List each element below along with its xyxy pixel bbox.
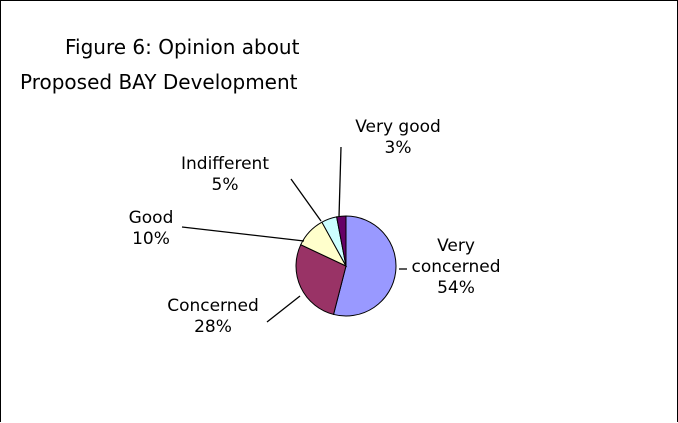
data-label-value-good: 10% bbox=[132, 229, 170, 249]
chart-title-line-1: Figure 6: Opinion about bbox=[65, 35, 300, 59]
pie-slice-very-concerned bbox=[332, 215, 397, 317]
data-label-name-very-good: Very good bbox=[355, 117, 441, 137]
data-label-value-concerned: 28% bbox=[194, 317, 232, 337]
data-label-value-very-good: 3% bbox=[385, 138, 412, 158]
data-label-name-very-concerned: Very bbox=[437, 236, 475, 256]
leader-line-indifferent bbox=[290, 178, 322, 222]
leader-line-concerned bbox=[266, 295, 301, 323]
data-label-name-indifferent: Indifferent bbox=[181, 154, 269, 174]
data-label-name-concerned: Concerned bbox=[167, 296, 259, 316]
data-label-value-very-concerned: 54% bbox=[437, 278, 475, 298]
leader-line-good bbox=[181, 226, 305, 242]
data-label-name-very-concerned: concerned bbox=[411, 257, 500, 277]
pie-slice-very-good bbox=[336, 215, 347, 267]
chart-title-line-2: Proposed BAY Development bbox=[20, 70, 298, 94]
data-label-name-good: Good bbox=[129, 208, 174, 228]
data-label-value-indifferent: 5% bbox=[212, 175, 239, 195]
pie-slice-concerned bbox=[295, 244, 347, 316]
leader-line-very-good bbox=[338, 146, 342, 218]
